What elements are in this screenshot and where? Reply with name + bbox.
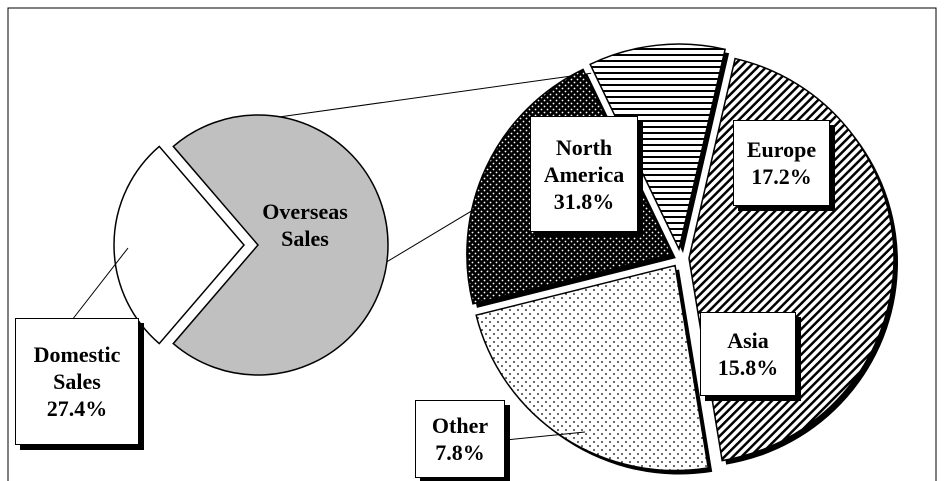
slice-label: North America 31.8% (530, 116, 638, 232)
label-text: 7.8% (435, 440, 485, 465)
label-text: 17.2% (751, 164, 812, 189)
slice-label: Overseas Sales (240, 180, 370, 270)
slice-label: Other 7.8% (415, 400, 505, 478)
label-text: 27.4% (46, 396, 108, 421)
label-text: Domestic Sales (33, 342, 121, 394)
label-text: North America (543, 134, 625, 187)
slice-label: Europe 17.2% (733, 120, 830, 206)
label-text: Overseas Sales (262, 199, 348, 251)
pie-slice (113, 145, 245, 345)
pie-slice (475, 264, 710, 472)
slice-label: Asia 15.8% (700, 312, 796, 396)
pie-slice (589, 43, 727, 252)
label-text: 31.8% (553, 188, 615, 214)
leader-line (71, 247, 129, 321)
label-text: Europe (746, 137, 817, 162)
label-text: Asia (727, 328, 769, 353)
label-text: 15.8% (717, 355, 779, 380)
leader-line (504, 431, 586, 441)
pie-slice (688, 57, 895, 462)
label-text: Other (431, 413, 489, 438)
slice-label: Domestic Sales 27.4% (15, 318, 139, 445)
frame (7, 7, 937, 481)
pie-slice (172, 114, 389, 376)
